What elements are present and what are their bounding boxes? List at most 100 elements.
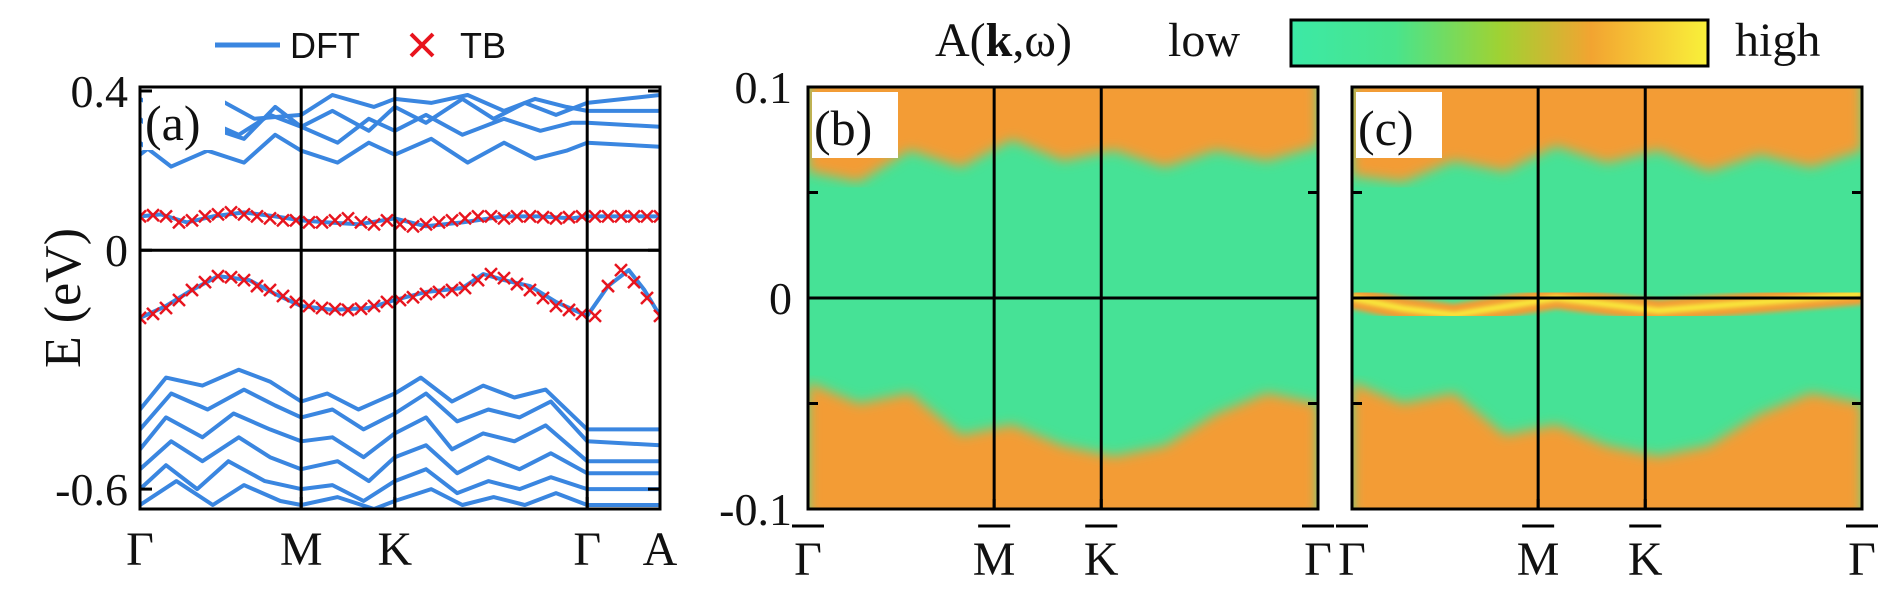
- tb-marker-stroke: [458, 281, 472, 295]
- tb-marker: [614, 209, 628, 224]
- tb-marker-stroke: [653, 314, 660, 323]
- tb-marker: [497, 271, 511, 285]
- tb-marker: [276, 213, 290, 228]
- tb-marker-stroke: [367, 299, 381, 313]
- tb-marker-stroke: [653, 309, 660, 318]
- tb-marker: [237, 273, 251, 287]
- tb-marker: [380, 295, 394, 309]
- tb-marker: [328, 302, 342, 317]
- tb-marker-stroke: [458, 211, 472, 226]
- tb-marker: [263, 211, 277, 226]
- tb-marker: [471, 273, 485, 287]
- tb-marker: [328, 213, 342, 228]
- y-tick-label: 0: [105, 225, 128, 276]
- tb-marker-stroke: [523, 209, 537, 224]
- tb-marker-stroke: [484, 267, 498, 281]
- tb-marker-stroke: [263, 283, 277, 297]
- tb-marker: [653, 209, 660, 224]
- tb-marker: [510, 277, 524, 291]
- k-point-label: Γ: [794, 533, 822, 586]
- tb-marker: [263, 283, 277, 297]
- tb-marker: [549, 299, 563, 313]
- tb-marker-stroke: [250, 209, 264, 224]
- tb-marker-stroke: [627, 209, 641, 224]
- dft-band-4: [140, 132, 660, 169]
- tb-marker-stroke: [211, 269, 225, 283]
- tb-marker-stroke: [302, 299, 316, 313]
- dft-band-11: [140, 479, 660, 509]
- tb-marker: [302, 299, 316, 313]
- tb-marker: [523, 209, 537, 224]
- legend-tb-cross-stroke: [409, 32, 435, 58]
- tb-marker-stroke: [380, 213, 394, 228]
- tb-marker: [419, 287, 433, 301]
- tb-marker-stroke: [159, 301, 173, 315]
- tb-marker: [497, 211, 511, 226]
- tb-markers: [140, 205, 660, 325]
- k-point-label: K: [1628, 533, 1663, 586]
- tb-marker-stroke: [237, 207, 251, 222]
- tb-marker: [185, 213, 199, 228]
- k-point-label: Γ: [1848, 533, 1876, 586]
- tb-marker-stroke: [497, 271, 511, 285]
- tb-marker: [653, 309, 660, 323]
- panel-c-guides: [1352, 87, 1862, 509]
- panel-b-label: (b): [814, 100, 872, 156]
- tb-marker-stroke: [367, 217, 381, 232]
- tb-marker-stroke: [523, 283, 537, 297]
- legend-tb-cross: [409, 32, 435, 58]
- tb-marker-stroke: [471, 209, 485, 224]
- tb-marker-stroke: [614, 209, 628, 224]
- tb-marker-stroke: [276, 289, 290, 303]
- tb-marker: [380, 213, 394, 228]
- tb-marker: [601, 209, 615, 224]
- tb-marker: [510, 209, 524, 224]
- dft-band-3: [140, 104, 660, 149]
- k-point-label: M: [1517, 533, 1560, 586]
- tb-marker-stroke: [640, 291, 654, 305]
- tb-marker: [250, 209, 264, 224]
- tb-marker: [471, 209, 485, 224]
- tb-marker-stroke: [140, 214, 147, 224]
- k-point-label: Γ: [1338, 533, 1366, 586]
- tb-marker: [432, 215, 446, 230]
- tb-marker: [458, 281, 472, 295]
- k-point-label: K: [1084, 533, 1119, 586]
- tb-marker-stroke: [341, 211, 355, 226]
- tb-marker-stroke: [302, 215, 316, 230]
- colorbar-label-part-3: ,ω): [1012, 14, 1072, 67]
- panel-b-guides: [808, 87, 1318, 509]
- k-point-label: Γ: [126, 523, 154, 576]
- legend-tb-label: TB: [460, 25, 506, 66]
- tb-marker-stroke: [185, 283, 199, 297]
- tb-marker-stroke: [614, 263, 628, 278]
- tb-marker: [159, 209, 173, 224]
- k-point-label: M: [280, 523, 323, 576]
- tb-marker-stroke: [224, 205, 238, 220]
- tb-marker-stroke: [250, 279, 264, 293]
- tb-marker-stroke: [211, 207, 225, 222]
- tb-marker-stroke: [315, 215, 329, 230]
- tb-marker-stroke: [315, 301, 329, 315]
- tb-marker-stroke: [198, 275, 212, 289]
- tb-marker-stroke: [536, 210, 550, 225]
- panel-b-ticks: 0.10-0.1Γ M K Γ: [719, 62, 1334, 586]
- dft-band-9: [140, 435, 660, 484]
- dft-band-1: [140, 268, 660, 320]
- tb-marker: [250, 279, 264, 293]
- dft-band-6: [140, 367, 660, 432]
- tb-marker-stroke: [497, 211, 511, 226]
- colorbar: A(k,ω) low high: [935, 14, 1820, 68]
- tb-marker-stroke: [172, 215, 186, 230]
- tb-marker: [185, 283, 199, 297]
- k-point-label: K: [377, 523, 412, 576]
- tb-marker: [627, 209, 641, 224]
- dft-band-8: [140, 411, 660, 464]
- tb-marker-stroke: [341, 303, 355, 317]
- tb-marker-stroke: [354, 215, 368, 230]
- y-tick-label: 0: [769, 273, 792, 324]
- tb-marker: [549, 211, 563, 226]
- panel-a: (a) 0.40-0.6Γ M K Γ A E (eV): [35, 66, 678, 576]
- tb-marker-stroke: [445, 283, 459, 297]
- tb-marker-stroke: [484, 209, 498, 224]
